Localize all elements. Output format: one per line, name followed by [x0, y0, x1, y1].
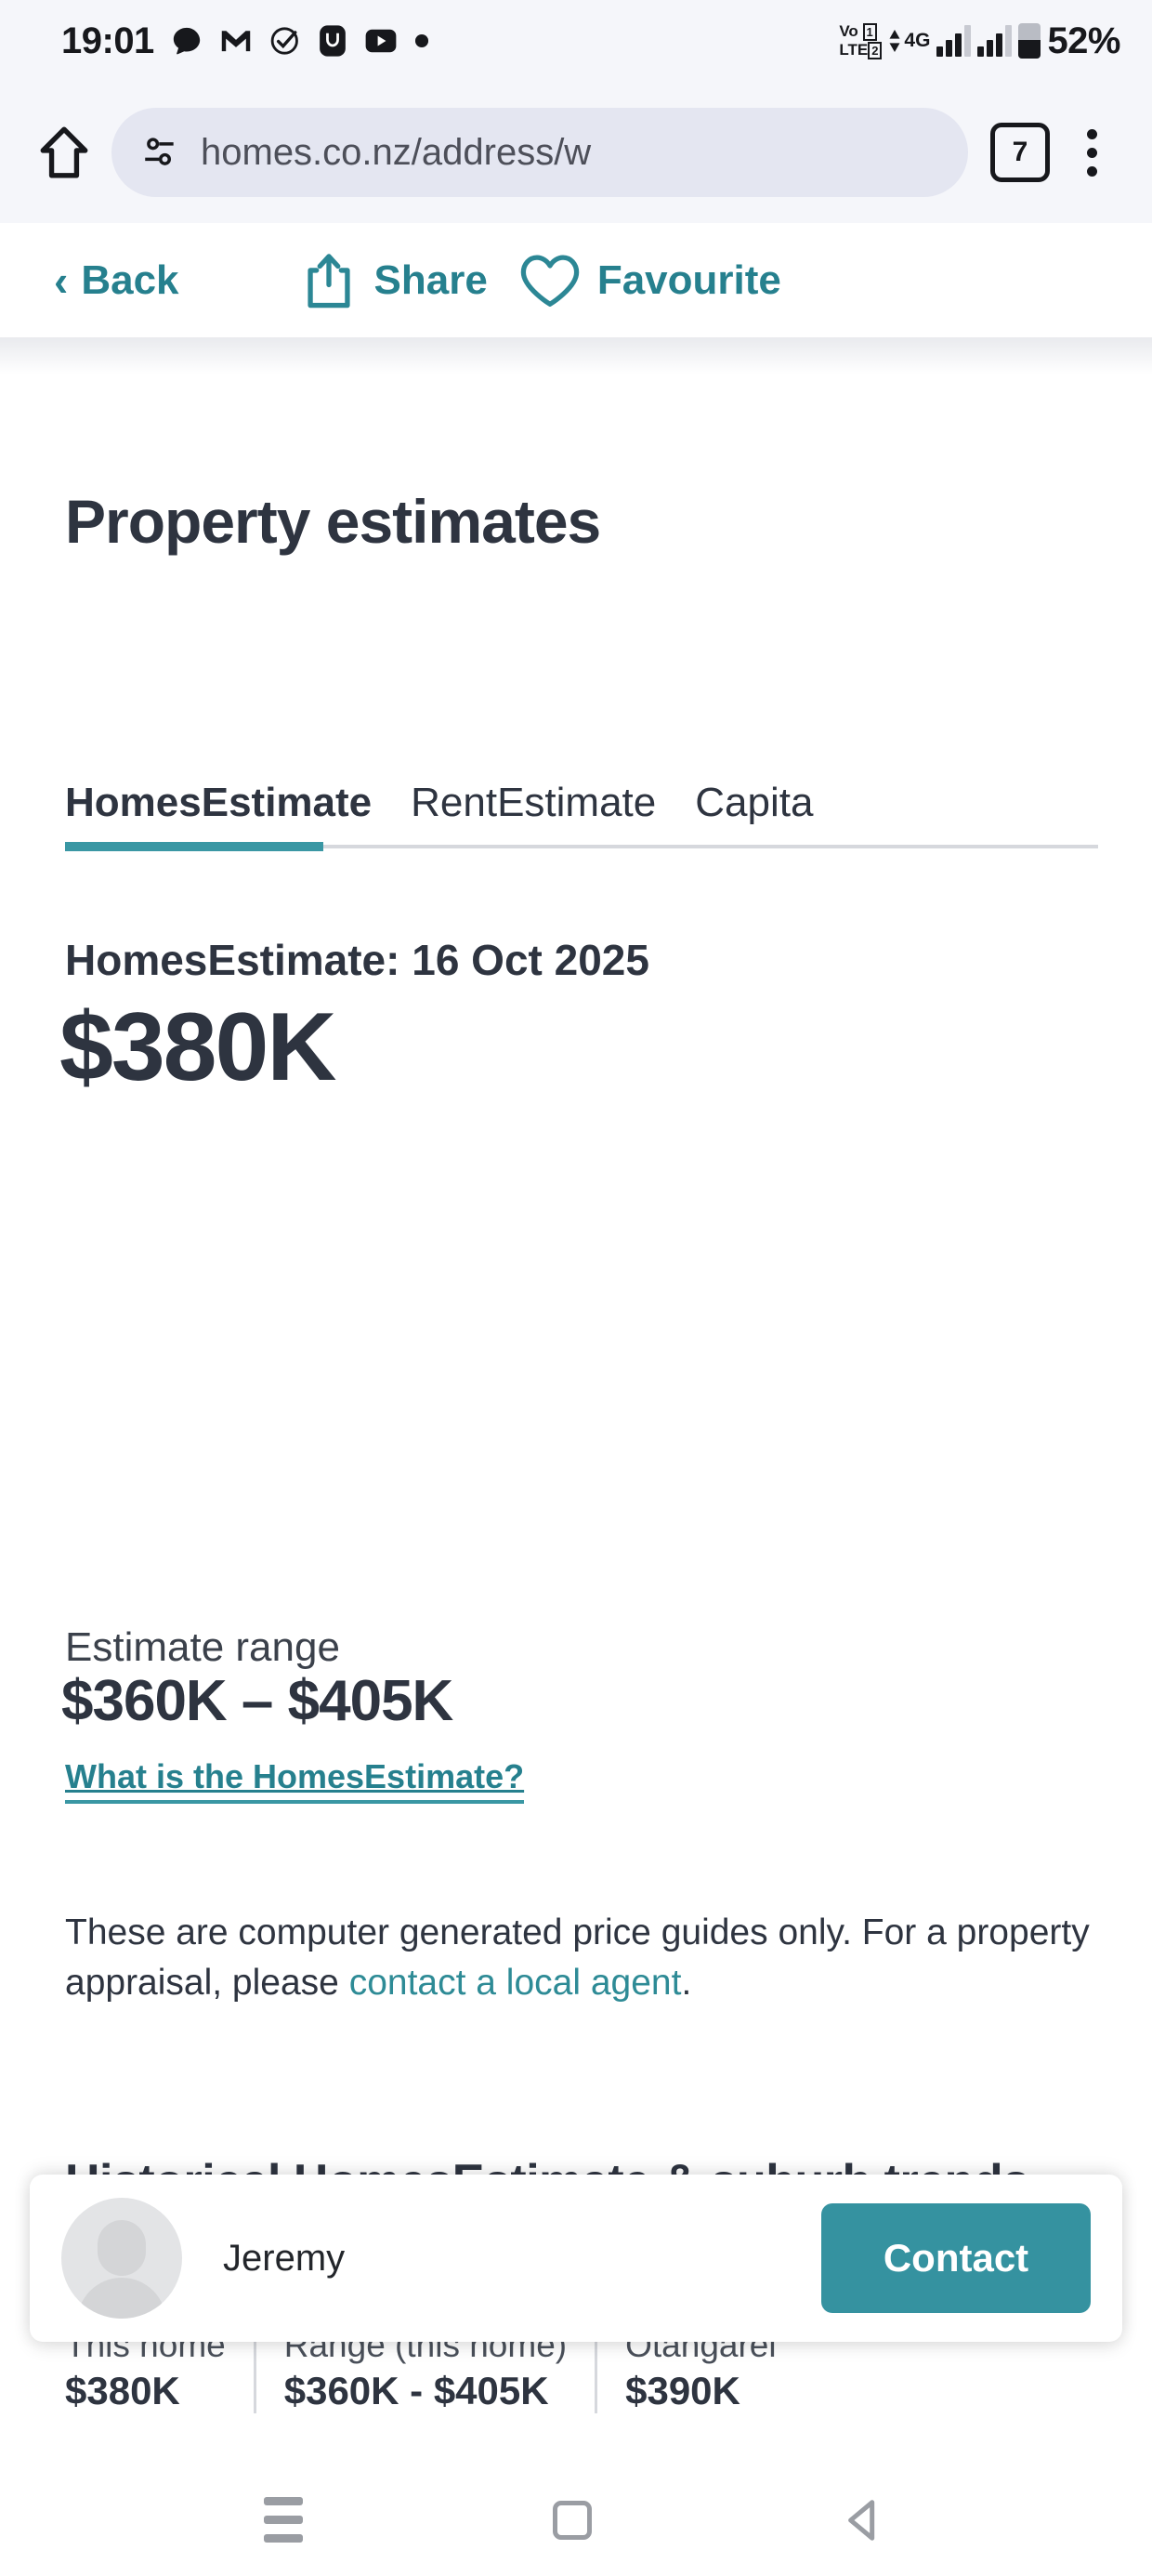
- tab-switcher-button[interactable]: 7: [990, 123, 1050, 182]
- page-action-bar: ‹ Back Share Favourite: [0, 223, 1152, 337]
- tab-homesestimate[interactable]: HomesEstimate: [65, 780, 373, 825]
- heart-icon: [520, 255, 580, 307]
- person-avatar-icon: [61, 2198, 182, 2319]
- favourite-button-label: Favourite: [596, 256, 781, 303]
- chevron-left-icon: ‹: [54, 256, 69, 305]
- content-top-shadow: [0, 337, 1152, 375]
- page-title: Property estimates: [65, 487, 601, 556]
- stat-value: $360K - $405K: [283, 2369, 549, 2412]
- agent-name: Jeremy: [223, 2237, 346, 2279]
- home-icon[interactable]: [28, 116, 100, 189]
- recents-icon[interactable]: [264, 2497, 304, 2543]
- status-clock: 19:01: [61, 20, 154, 61]
- volte-indicator: Vo 1 LTE 2: [839, 22, 883, 59]
- tab-rentestimate[interactable]: RentEstimate: [411, 780, 657, 825]
- android-status-bar: 19:01: [0, 0, 1152, 82]
- favourite-button[interactable]: Favourite: [519, 253, 781, 309]
- back-button[interactable]: ‹ Back: [54, 257, 179, 304]
- check-circle-icon: [270, 27, 298, 55]
- share-button[interactable]: Share: [300, 252, 488, 309]
- tune-icon[interactable]: [139, 132, 180, 173]
- youtube-icon: [365, 29, 397, 53]
- url-text[interactable]: homes.co.nz/address/w: [201, 131, 592, 173]
- back-triangle-icon[interactable]: [842, 2497, 888, 2543]
- disclaimer-text-before: These are computer generated price guide…: [65, 1912, 1090, 2003]
- app-square-icon: [319, 25, 346, 57]
- battery-percent-label: 52%: [1047, 20, 1120, 61]
- disclaimer-text-after: .: [681, 1963, 692, 2003]
- estimate-value: $380K: [59, 993, 336, 1101]
- data-arrows-icon: [888, 30, 901, 52]
- home-square-icon[interactable]: [552, 2500, 592, 2540]
- estimate-range-value: $360K – $405K: [61, 1669, 453, 1733]
- tab-row: HomesEstimate RentEstimate Capita: [65, 754, 1152, 832]
- share-button-label: Share: [373, 256, 488, 303]
- page-action-group: Share Favourite: [300, 252, 781, 309]
- stat-value: $380K: [65, 2369, 180, 2412]
- back-button-label: Back: [81, 256, 179, 303]
- estimate-date-label: HomesEstimate: 16 Oct 2025: [65, 936, 649, 984]
- dot-icon: [414, 33, 428, 48]
- network-type-label: 4G: [904, 30, 931, 51]
- contact-button[interactable]: Contact: [821, 2203, 1091, 2313]
- status-bar-right: Vo 1 LTE 2 4G 52%: [839, 20, 1120, 62]
- share-icon: [307, 253, 350, 308]
- stat-value: $390K: [625, 2369, 740, 2412]
- kebab-menu-icon[interactable]: [1059, 128, 1124, 177]
- estimate-tabs: HomesEstimate RentEstimate Capita: [65, 754, 1152, 851]
- address-bar[interactable]: homes.co.nz/address/w: [111, 108, 968, 197]
- disclaimer-text: These are computer generated price guide…: [65, 1908, 1096, 2008]
- tab-active-indicator: [65, 842, 323, 851]
- network-indicator: 4G: [888, 30, 930, 52]
- signal-bars-sim2-icon: [977, 25, 1013, 57]
- android-nav-bar: [0, 2464, 1152, 2576]
- gmail-icon: [221, 31, 251, 52]
- agent-contact-bar: Jeremy Contact: [30, 2175, 1122, 2342]
- contact-local-agent-link[interactable]: contact a local agent: [348, 1963, 682, 2003]
- browser-toolbar: homes.co.nz/address/w 7: [0, 82, 1152, 223]
- battery-icon: [1018, 23, 1041, 59]
- chat-bubble-icon: [173, 27, 200, 55]
- status-bar-left: 19:01: [61, 20, 429, 62]
- estimate-range-label: Estimate range: [65, 1624, 340, 1670]
- tab-capital[interactable]: Capita: [695, 780, 814, 825]
- signal-bars-sim1-icon: [936, 25, 972, 57]
- what-is-homesestimate-link[interactable]: What is the HomesEstimate?: [65, 1757, 525, 1804]
- tab-underline-track: [65, 842, 1098, 851]
- page-content: Property estimates HomesEstimate RentEst…: [0, 337, 1152, 2464]
